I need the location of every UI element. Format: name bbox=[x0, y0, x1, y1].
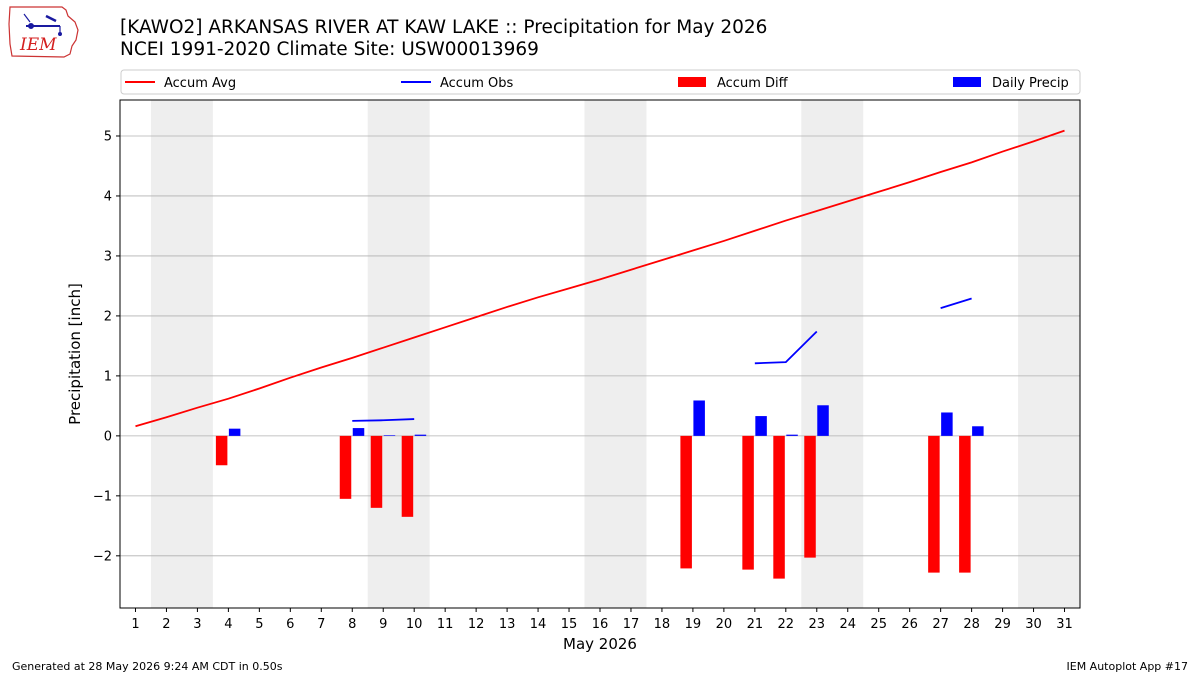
x-tick-label: 10 bbox=[406, 617, 423, 632]
x-tick-label: 8 bbox=[348, 617, 356, 632]
x-tick-label: 3 bbox=[193, 617, 201, 632]
x-tick-label: 7 bbox=[317, 617, 325, 632]
x-tick-label: 23 bbox=[809, 617, 826, 632]
weekend-band bbox=[367, 100, 430, 608]
app-label: IEM Autoplot App #17 bbox=[1066, 660, 1189, 673]
daily-precip-bar bbox=[755, 416, 767, 436]
accum-diff-bar bbox=[773, 435, 785, 579]
x-tick-label: 14 bbox=[530, 617, 547, 632]
x-tick-label: 6 bbox=[286, 617, 294, 632]
legend-label: Accum Obs bbox=[440, 76, 513, 91]
x-tick-label: 13 bbox=[499, 617, 516, 632]
daily-precip-bar bbox=[228, 428, 241, 436]
x-tick-label: 17 bbox=[623, 617, 640, 632]
y-axis: −2 −1 0 1 2 3 4 5 bbox=[93, 129, 120, 564]
weekend-shading bbox=[150, 100, 1080, 608]
y-tick-label: −1 bbox=[93, 489, 112, 504]
accum-diff-bar bbox=[742, 435, 754, 570]
accum-obs-segment bbox=[352, 418, 415, 422]
x-tick-label: 22 bbox=[778, 617, 795, 632]
legend-swatch-bar bbox=[678, 77, 706, 87]
accum-diff-bar bbox=[680, 435, 692, 569]
daily-precip-bar bbox=[972, 426, 984, 436]
x-tick-label: 28 bbox=[963, 617, 980, 632]
x-axis: 1 2 3 4 5 6 7 8 9 10 11 12 13 14 15 16 17 18 19 20 21 22 23 24 2… bbox=[131, 608, 1073, 632]
weekend-band bbox=[150, 100, 213, 608]
y-tick-label: −2 bbox=[93, 549, 112, 564]
y-tick-label: 3 bbox=[104, 249, 112, 264]
x-tick-label: 24 bbox=[839, 617, 856, 632]
y-tick-label: 4 bbox=[104, 189, 112, 204]
daily-precip-bar bbox=[352, 428, 365, 436]
x-tick-label: 26 bbox=[901, 617, 918, 632]
x-tick-label: 15 bbox=[561, 617, 578, 632]
iowa-state-outline bbox=[8, 6, 79, 58]
accum-diff-bar bbox=[339, 435, 352, 499]
x-tick-label: 21 bbox=[747, 617, 764, 632]
weekend-band bbox=[1018, 100, 1080, 608]
daily-precip-bar bbox=[817, 405, 829, 436]
legend-label: Accum Diff bbox=[717, 76, 789, 91]
x-tick-label: 12 bbox=[468, 617, 485, 632]
y-tick-label: 0 bbox=[104, 429, 112, 444]
x-tick-label: 18 bbox=[654, 617, 671, 632]
daily-precip-bar bbox=[414, 434, 427, 436]
daily-precip-bar bbox=[693, 400, 705, 436]
x-tick-label: 30 bbox=[1025, 617, 1042, 632]
daily-precip-bars bbox=[228, 400, 984, 436]
legend-label: Daily Precip bbox=[992, 76, 1069, 91]
x-tick-label: 29 bbox=[994, 617, 1011, 632]
legend-label: Accum Avg bbox=[164, 76, 236, 91]
y-tick-label: 2 bbox=[104, 309, 112, 324]
accum-diff-bar bbox=[370, 435, 383, 508]
x-tick-label: 1 bbox=[131, 617, 139, 632]
accum-diff-bar bbox=[928, 435, 940, 573]
x-tick-label: 19 bbox=[685, 617, 702, 632]
accum-obs-segment bbox=[940, 297, 972, 309]
accum-diff-bars bbox=[215, 435, 971, 579]
legend-swatch-bar bbox=[953, 77, 981, 87]
x-tick-label: 25 bbox=[870, 617, 887, 632]
accum-obs-segment bbox=[754, 330, 818, 365]
x-tick-label: 31 bbox=[1056, 617, 1073, 632]
y-tick-label: 1 bbox=[104, 369, 112, 384]
accum-diff-bar bbox=[401, 435, 414, 517]
y-axis-label: Precipitation [inch] bbox=[66, 283, 84, 425]
weather-station-icon bbox=[23, 13, 62, 36]
chart-title: [KAWO2] ARKANSAS RIVER AT KAW LAKE :: Pr… bbox=[120, 17, 768, 38]
accum-diff-bar bbox=[215, 435, 228, 466]
x-tick-label: 27 bbox=[932, 617, 949, 632]
x-tick-label: 16 bbox=[592, 617, 609, 632]
daily-precip-bar bbox=[786, 434, 798, 436]
x-tick-label: 9 bbox=[379, 617, 387, 632]
logo-text: IEM bbox=[19, 35, 57, 55]
accum-obs-lines bbox=[352, 297, 972, 422]
x-tick-label: 20 bbox=[716, 617, 733, 632]
accum-avg-line bbox=[135, 129, 1065, 428]
chart-subtitle: NCEI 1991-2020 Climate Site: USW00013969 bbox=[120, 39, 539, 60]
accum-avg-series-line bbox=[135, 129, 1065, 428]
y-tick-label: 5 bbox=[104, 129, 112, 144]
x-tick-label: 5 bbox=[255, 617, 263, 632]
legend: Accum Avg Accum Obs Accum Diff Daily Precip bbox=[120, 69, 1081, 95]
iem-logo: IEM bbox=[8, 6, 79, 58]
x-tick-label: 4 bbox=[224, 617, 232, 632]
generated-timestamp: Generated at 28 May 2026 9:24 AM CDT in … bbox=[12, 660, 283, 673]
x-tick-label: 11 bbox=[437, 617, 454, 632]
x-tick-label: 2 bbox=[162, 617, 170, 632]
accum-diff-bar bbox=[959, 435, 971, 573]
daily-precip-bar bbox=[941, 412, 953, 436]
daily-precip-bar bbox=[383, 435, 396, 436]
weekend-band bbox=[584, 100, 647, 608]
legend-box bbox=[120, 69, 1081, 95]
x-axis-label: May 2026 bbox=[563, 635, 637, 653]
accum-diff-bar bbox=[804, 435, 816, 558]
grid-lines bbox=[120, 135, 1080, 557]
